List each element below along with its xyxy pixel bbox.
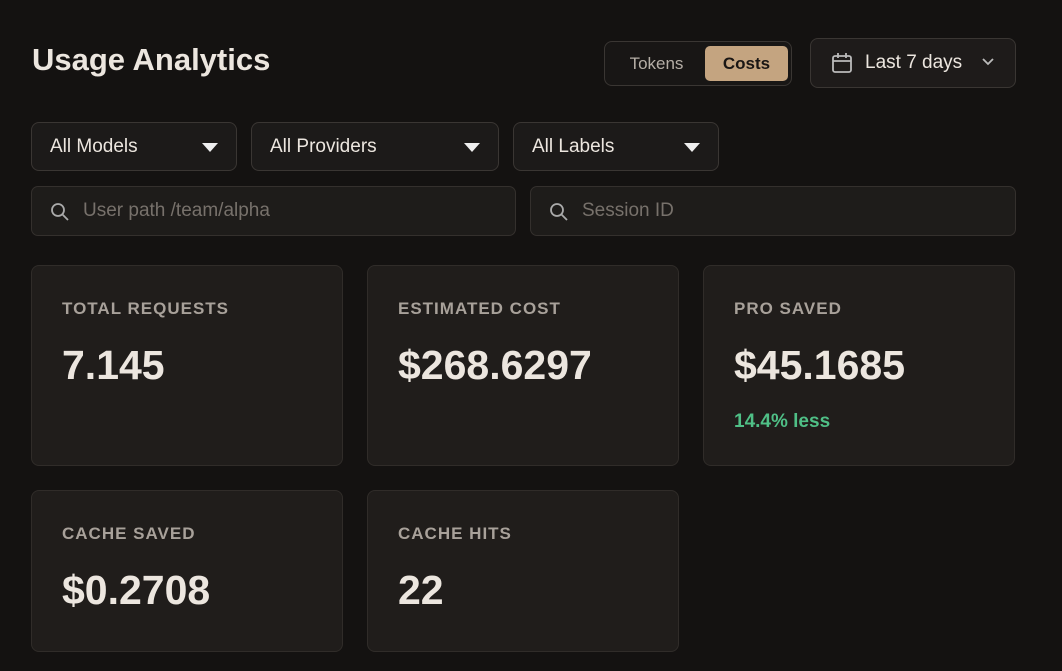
stat-card: TOTAL REQUESTS 7.145 [31, 265, 343, 466]
title: Usage Analytics [32, 42, 271, 77]
dropdown-label: All Labels [532, 136, 615, 157]
card-note: 14.4% less [734, 411, 831, 432]
card-label: CACHE SAVED [62, 524, 196, 543]
caret [464, 143, 480, 152]
search-icon [550, 203, 568, 221]
date-picker[interactable]: Last 7 days [810, 38, 1016, 88]
user-path-search[interactable]: User path /team/alpha [31, 186, 516, 236]
placeholder: User path /team/alpha [83, 200, 270, 221]
labels-dropdown[interactable]: All Labels [513, 122, 719, 171]
date-label: Last 7 days [865, 52, 963, 73]
dropdown-label: All Models [50, 136, 138, 157]
dropdown-label: All Providers [270, 136, 377, 157]
card-value: $45.1685 [734, 342, 906, 388]
session-search[interactable]: Session ID [530, 186, 1016, 236]
stat-card: ESTIMATED COST $268.6297 [367, 265, 679, 466]
card-value: 22 [398, 567, 444, 613]
calendar-icon [832, 53, 852, 73]
costs-tab[interactable]: Costs [705, 46, 788, 81]
caret [684, 143, 700, 152]
card-value: $268.6297 [398, 342, 592, 388]
card-label: ESTIMATED COST [398, 299, 561, 318]
card-label: TOTAL REQUESTS [62, 299, 230, 318]
tokens-tab[interactable]: Tokens [629, 54, 684, 73]
providers-dropdown[interactable]: All Providers [251, 122, 499, 171]
placeholder: Session ID [582, 200, 674, 221]
stat-card: PRO SAVED $45.1685 14.4% less [703, 265, 1015, 466]
stat-card: CACHE SAVED $0.2708 [31, 490, 343, 652]
toggle: Tokens Costs [604, 41, 792, 86]
card-label: CACHE HITS [398, 524, 512, 543]
card-label: PRO SAVED [734, 299, 842, 318]
card-value: $0.2708 [62, 567, 211, 613]
chevron [982, 58, 994, 66]
search-icon [51, 203, 69, 221]
caret [202, 143, 218, 152]
stat-card: CACHE HITS 22 [367, 490, 679, 652]
models-dropdown[interactable]: All Models [31, 122, 237, 171]
card-value: 7.145 [62, 342, 165, 388]
